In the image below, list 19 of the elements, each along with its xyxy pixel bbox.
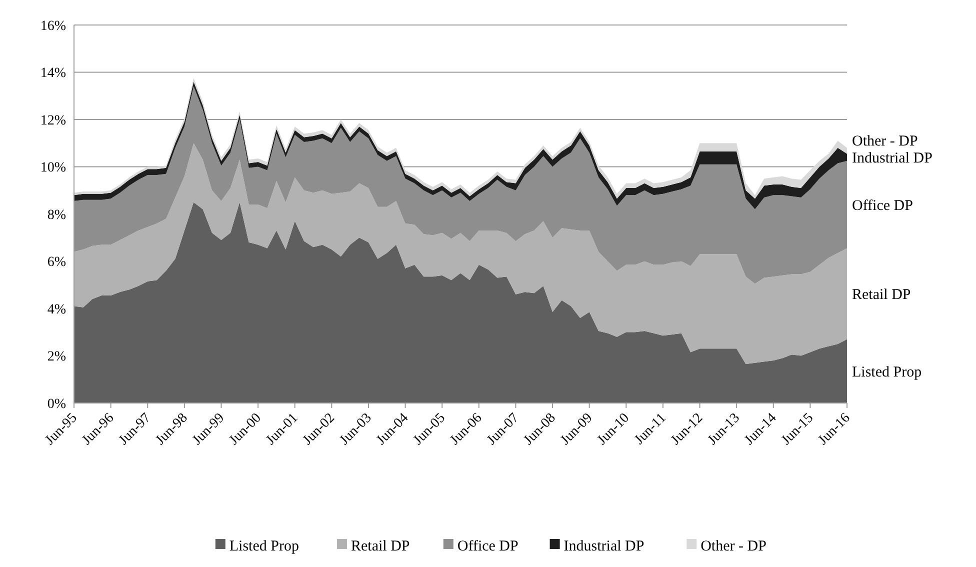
legend-label: Retail DP — [351, 538, 410, 554]
y-tick-label: 4% — [47, 302, 66, 318]
legend-label: Other - DP — [700, 538, 766, 554]
y-tick-label: 2% — [47, 350, 66, 365]
text: Office DP — [852, 198, 913, 214]
legend-label: Industrial DP — [564, 538, 644, 554]
text: Industrial DP — [852, 150, 932, 167]
y-tick-label: 16% — [40, 18, 66, 34]
text: Other - DP — [852, 134, 918, 150]
y-tick-label: 14% — [40, 66, 66, 82]
legend-label: Listed Prop — [229, 538, 299, 554]
y-tick-label: 10% — [40, 160, 66, 176]
y-tick-label: 6% — [47, 255, 66, 270]
legend-label: Office DP — [457, 538, 518, 554]
y-tick-label: 0% — [47, 396, 66, 412]
text: Retail DP — [852, 286, 911, 303]
y-tick-label: 12% — [40, 113, 66, 128]
y-tick-label: 8% — [47, 208, 66, 223]
text: Listed Prop — [852, 364, 922, 380]
